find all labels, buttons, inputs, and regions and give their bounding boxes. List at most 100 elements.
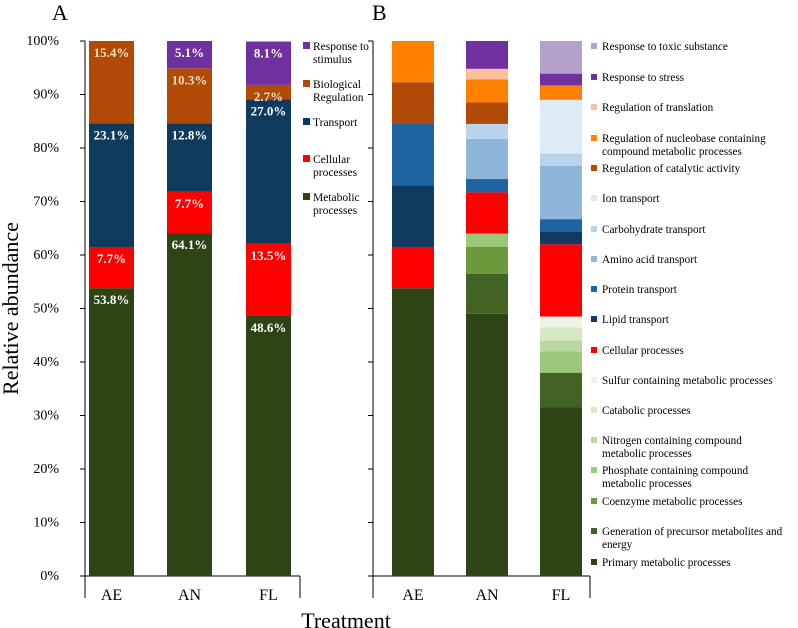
legend-swatch-amino-acid-transport <box>591 256 597 262</box>
legend-label-metabolic-processes: Metabolic processes <box>313 192 360 217</box>
data-label: 64.1% <box>172 237 208 252</box>
legend-label-catabolic-processes: Catabolic processes <box>602 405 691 417</box>
y-tick-label: 60% <box>33 248 59 263</box>
bar-b-fl-response-to-stress <box>540 73 582 86</box>
bar-a-ae-metabolic-processes <box>89 288 134 576</box>
panel-label-a: A <box>52 0 68 25</box>
bar-a-ae-transport <box>89 123 134 247</box>
legend-label-regulation-of-catalytic-activity: Regulation of catalytic activity <box>602 163 741 175</box>
bar-b-fl-carbohydrate-transport <box>540 153 582 166</box>
y-tick-label: 20% <box>33 462 59 477</box>
bar-b-an-phosphate-containing-compound-metabolic-processes <box>466 233 508 247</box>
legend-swatch-carbohydrate-transport <box>591 226 597 232</box>
legend-label-phosphate-containing-compound-metabolic-processes: Phosphate containing compound metabolic p… <box>602 465 748 490</box>
legend-swatch-metabolic-processes <box>303 193 310 200</box>
legend-label-cellular-processes: Cellular processes <box>313 154 358 179</box>
data-label: 8.1% <box>254 46 283 61</box>
data-label: 53.8% <box>94 292 130 307</box>
bar-b-fl-response-to-toxic-substance <box>540 41 582 74</box>
data-label: 48.6% <box>251 320 287 335</box>
y-tick-label: 10% <box>33 516 59 531</box>
legend-swatch-response-to-toxic-substance <box>591 43 597 49</box>
legend-label-cellular-processes: Cellular processes <box>602 345 684 357</box>
y-axis-title: Relative abundance <box>0 222 23 395</box>
data-label: 13.5% <box>251 248 287 263</box>
legend-label-regulation-of-nucleobase-containing-compound-metabolic-processes: Regulation of nucleobase containing compo… <box>602 133 766 158</box>
legend-label-generation-of-precursor-metabolites-and-energy: Generation of precursor metabolites and e… <box>602 526 783 551</box>
legend-swatch-regulation-of-catalytic-activity <box>591 165 597 171</box>
bar-b-an-coenzyme-metabolic-processes <box>466 246 508 274</box>
legend-swatch-biological-regulation <box>303 80 310 87</box>
bar-b-fl-primary-metabolic-processes <box>540 407 582 576</box>
bar-b-ae-protein-transport <box>392 123 434 186</box>
bar-b-fl-cellular-processes <box>540 244 582 317</box>
x-tick-label: AE <box>101 587 122 604</box>
bar-a-fl-metabolic-processes <box>246 315 291 576</box>
y-tick-label: 30% <box>33 409 59 424</box>
bar-b-fl-generation-of-precursor-metabolites-and-energy <box>540 372 582 408</box>
x-axis-title: Treatment <box>301 608 391 628</box>
data-label: 27.0% <box>251 103 287 118</box>
bar-b-an-protein-transport <box>466 179 508 193</box>
bar-b-fl-ion-transport <box>540 99 582 154</box>
legend-swatch-coenzyme-metabolic-processes <box>591 498 597 504</box>
legend-swatch-protein-transport <box>591 286 597 292</box>
bar-a-an-biological-regulation <box>167 68 212 124</box>
bar-b-ae-lipid-transport <box>392 185 434 247</box>
legend-label-transport: Transport <box>313 117 358 129</box>
data-label: 5.1% <box>175 45 204 60</box>
bar-a-fl-response-to-stimulus <box>246 41 291 85</box>
x-tick-label: FL <box>552 587 571 604</box>
legend-swatch-phosphate-containing-compound-metabolic-processes <box>591 467 597 473</box>
data-label: 2.7% <box>254 89 283 104</box>
bar-a-an-transport <box>167 123 212 192</box>
bar-b-fl-nitrogen-containing-compound-metabolic-processes <box>540 340 582 352</box>
y-tick-label: 90% <box>33 88 59 103</box>
y-tick-label: 100% <box>26 34 59 49</box>
bar-b-ae-regulation-of-catalytic-activity <box>392 82 434 124</box>
bar-b-an-cellular-processes <box>466 192 508 234</box>
legend-swatch-nitrogen-containing-compound-metabolic-processes <box>591 437 597 443</box>
legend-label-coenzyme-metabolic-processes: Coenzyme metabolic processes <box>602 496 742 508</box>
legend-swatch-regulation-of-nucleobase-containing-compound-metabolic-processes <box>591 135 597 141</box>
bar-a-an-metabolic-processes <box>167 233 212 576</box>
data-label: 12.8% <box>172 127 208 142</box>
bar-b-an-amino-acid-transport <box>466 138 508 180</box>
data-label: 15.4% <box>94 45 130 60</box>
legend-label-response-to-stimulus: Response to stimulus <box>313 41 369 66</box>
bar-b-an-regulation-of-nucleobase-containing-compound-metabolic-processes <box>466 79 508 103</box>
x-tick-label: AE <box>402 587 423 604</box>
bar-b-an-response-to-stress <box>466 41 508 69</box>
bar-b-fl-lipid-transport <box>540 231 582 245</box>
bar-a-ae-cellular-processes <box>89 246 134 289</box>
legend-label-lipid-transport: Lipid transport <box>602 314 670 326</box>
bar-a-fl-cellular-processes <box>246 243 291 316</box>
bar-b-an-primary-metabolic-processes <box>466 313 508 576</box>
data-label: 10.3% <box>172 72 208 87</box>
y-tick-label: 80% <box>33 141 59 156</box>
bar-b-fl-amino-acid-transport <box>540 165 582 220</box>
bar-b-fl-protein-transport <box>540 219 582 232</box>
bar-b-fl-phosphate-containing-compound-metabolic-processes <box>540 351 582 373</box>
bar-a-ae-biological-regulation <box>89 41 134 124</box>
legend-label-primary-metabolic-processes: Primary metabolic processes <box>602 557 731 569</box>
legend-swatch-response-to-stimulus <box>303 42 310 49</box>
legend-label-sulfur-containing-metabolic-processes: Sulfur containing metabolic processes <box>602 375 773 387</box>
bar-b-fl-sulfur-containing-metabolic-processes <box>540 316 582 328</box>
legend-swatch-lipid-transport <box>591 316 597 322</box>
bar-a-fl-transport <box>246 99 291 244</box>
data-label: 7.7% <box>97 251 126 266</box>
x-tick-label: AN <box>178 587 202 604</box>
legend-swatch-primary-metabolic-processes <box>591 559 597 565</box>
panel-label-b: B <box>372 0 387 25</box>
bar-b-fl-catabolic-processes <box>540 327 582 341</box>
bar-b-an-generation-of-precursor-metabolites-and-energy <box>466 273 508 314</box>
legend-swatch-regulation-of-translation <box>591 104 597 110</box>
legend-label-protein-transport: Protein transport <box>602 284 678 296</box>
bar-a-fl-biological-regulation <box>246 84 291 100</box>
bar-b-an-carbohydrate-transport <box>466 123 508 139</box>
legend-label-ion-transport: Ion transport <box>602 193 660 205</box>
legend-label-biological-regulation: Biological Regulation <box>313 79 364 104</box>
legend-swatch-transport <box>303 118 310 125</box>
legend-swatch-sulfur-containing-metabolic-processes <box>591 377 597 383</box>
